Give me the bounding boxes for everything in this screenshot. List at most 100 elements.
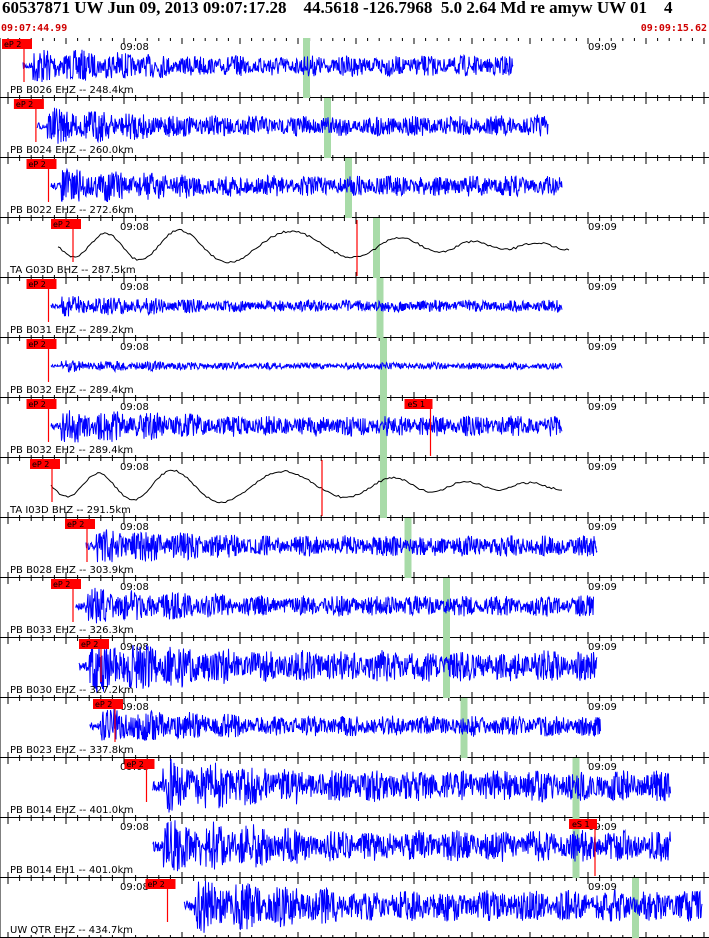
p-pick-flag[interactable] [26, 159, 57, 169]
waveform [89, 708, 601, 741]
s-pick-flag[interactable] [404, 399, 433, 409]
p-pick-label: eP 2 [53, 580, 70, 589]
p-pick-flag[interactable] [145, 879, 176, 889]
waveform [50, 360, 563, 373]
p-pick-flag[interactable] [93, 699, 123, 709]
selected-window-band[interactable] [572, 818, 580, 878]
p-pick-flag[interactable] [79, 639, 109, 649]
s-pick-flag[interactable] [569, 819, 597, 829]
trace-row[interactable]: eP 2 PB B024 EHZ -- 260.0km [0, 98, 709, 158]
p-pick-flag[interactable] [51, 219, 81, 229]
trace-row[interactable]: 09:08 09:09 eP 2 PB B033 EHZ -- 326.3km [0, 578, 709, 638]
station-label: PB B023 EHZ -- 337.8km [10, 745, 134, 756]
station-label: PB B028 EHZ -- 303.9km [10, 565, 134, 576]
seismogram-panel[interactable]: 09:08 09:09 eP 2 PB B026 EHZ -- 248.4km eP 2… [0, 38, 709, 938]
window-end-time: 09:09:15.62 [640, 23, 707, 34]
trace-row[interactable]: 09:08 09:09 eP 2 PB B023 EHZ -- 337.8km [0, 698, 709, 758]
minute-label-left: 09:08 [120, 342, 149, 353]
trace-row[interactable]: 09:08 09:09 eP 2 eS 1 PB B032 EH2 -- 289.4km [0, 398, 709, 458]
p-pick-flag[interactable] [51, 579, 81, 589]
p-pick-label: eP 2 [29, 280, 46, 289]
selected-window-band[interactable] [380, 338, 387, 398]
minute-label-left: 09:08 [120, 42, 149, 53]
trace-row[interactable]: 09:08 09:09 eP 2 PB B031 EHZ -- 289.2km [0, 278, 709, 338]
station-label: PB B031 EHZ -- 289.2km [10, 325, 134, 336]
selected-window-band[interactable] [404, 518, 412, 578]
waveform [152, 758, 671, 813]
p-pick-label: eP 2 [148, 880, 165, 889]
waveform [22, 49, 514, 83]
p-pick-flag[interactable] [26, 399, 57, 409]
p-pick-label: eP 2 [29, 400, 46, 409]
trace-row[interactable]: 09:08 09:09 eP 2 TA I03D BHZ -- 291.5km [0, 458, 709, 518]
p-pick-label: eP 2 [29, 340, 46, 349]
waveform [152, 820, 671, 872]
waveform [50, 167, 563, 203]
minute-label-left: 09:08 [120, 222, 149, 233]
p-pick-flag[interactable] [30, 459, 60, 469]
minute-label-right: 09:09 [588, 222, 617, 233]
p-pick-label: eP 2 [81, 640, 98, 649]
p-pick-flag[interactable] [26, 279, 57, 289]
minute-label-right: 09:09 [588, 282, 617, 293]
minute-label-left: 09:08 [120, 822, 149, 833]
p-pick-label: eP 2 [4, 40, 21, 49]
trace-row[interactable]: 09:08 09:09 eP 2 TA G03D BHZ -- 287.5km [0, 218, 709, 278]
p-pick-flag[interactable] [2, 39, 32, 49]
trace-row[interactable]: 09:08 09:09 eP 2 PB B028 EHZ -- 303.9km [0, 518, 709, 578]
station-label: TA I03D BHZ -- 291.5km [9, 505, 131, 516]
minute-label-right: 09:09 [588, 702, 617, 713]
selected-window-band[interactable] [324, 98, 331, 158]
p-pick-label: eP 2 [29, 160, 46, 169]
waveform [85, 529, 598, 563]
waveform [75, 587, 594, 624]
station-label: PB B022 EHZ -- 272.6km [10, 205, 134, 216]
trace-row[interactable]: 09:08 09:09 eP 2 PB B032 EHZ -- 289.4km [0, 338, 709, 398]
station-label: UW QTR EHZ -- 434.7km [10, 925, 133, 936]
p-pick-label: eP 2 [67, 520, 84, 529]
waveform [36, 107, 549, 144]
selected-window-band[interactable] [303, 38, 310, 98]
minute-label-left: 09:08 [120, 402, 149, 413]
minute-label-right: 09:09 [588, 522, 617, 533]
waveform [50, 410, 563, 443]
s-pick-label: eS 1 [408, 400, 426, 409]
event-summary: 60537871 UW Jun 09, 2013 09:07:17.28 44.… [2, 0, 673, 17]
station-label: PB B033 EHZ -- 326.3km [10, 625, 134, 636]
minute-label-left: 09:08 [120, 702, 149, 713]
s-pick-label: eS 1 [572, 820, 590, 829]
trace-row[interactable]: 09:08 09:09 eP 2 UW QTR EHZ -- 434.7km [0, 878, 709, 938]
station-label: PB B024 EHZ -- 260.0km [10, 145, 134, 156]
waveform [50, 296, 563, 317]
station-label: PB B026 EHZ -- 248.4km [10, 85, 134, 96]
station-label: PB B032 EHZ -- 289.4km [10, 385, 134, 396]
station-label: TA G03D BHZ -- 287.5km [9, 265, 136, 276]
waveform [183, 880, 703, 933]
selected-window-band[interactable] [376, 278, 384, 338]
trace-row[interactable]: 09:08 09:09 eP 2 PB B026 EHZ -- 248.4km [0, 38, 709, 98]
p-pick-label: eP 2 [127, 760, 144, 769]
minute-label-left: 09:08 [120, 582, 149, 593]
p-pick-flag[interactable] [13, 99, 44, 109]
minute-label-left: 09:08 [120, 282, 149, 293]
p-pick-label: eP 2 [32, 460, 49, 469]
minute-label-right: 09:09 [588, 882, 617, 893]
selected-window-band[interactable] [345, 158, 352, 218]
p-pick-flag[interactable] [65, 519, 95, 529]
event-header: 60537871 UW Jun 09, 2013 09:07:17.28 44.… [0, 0, 709, 38]
waveform [50, 469, 562, 504]
waveform [78, 640, 598, 694]
selected-window-band[interactable] [443, 638, 450, 698]
trace-row[interactable]: 09:08 09:09 eP 2 PB B030 EHZ -- 327.2km [0, 638, 709, 698]
minute-label-left: 09:08 [120, 462, 149, 473]
minute-label-right: 09:09 [588, 762, 617, 773]
window-start-time: 09:07:44.99 [1, 23, 68, 34]
minute-label-left: 09:08 [120, 882, 149, 893]
selected-window-band[interactable] [380, 458, 387, 518]
minute-label-right: 09:09 [588, 582, 617, 593]
p-pick-flag[interactable] [124, 759, 155, 769]
trace-row[interactable]: eP 2 PB B022 EHZ -- 272.6km [0, 158, 709, 218]
p-pick-flag[interactable] [26, 339, 57, 349]
